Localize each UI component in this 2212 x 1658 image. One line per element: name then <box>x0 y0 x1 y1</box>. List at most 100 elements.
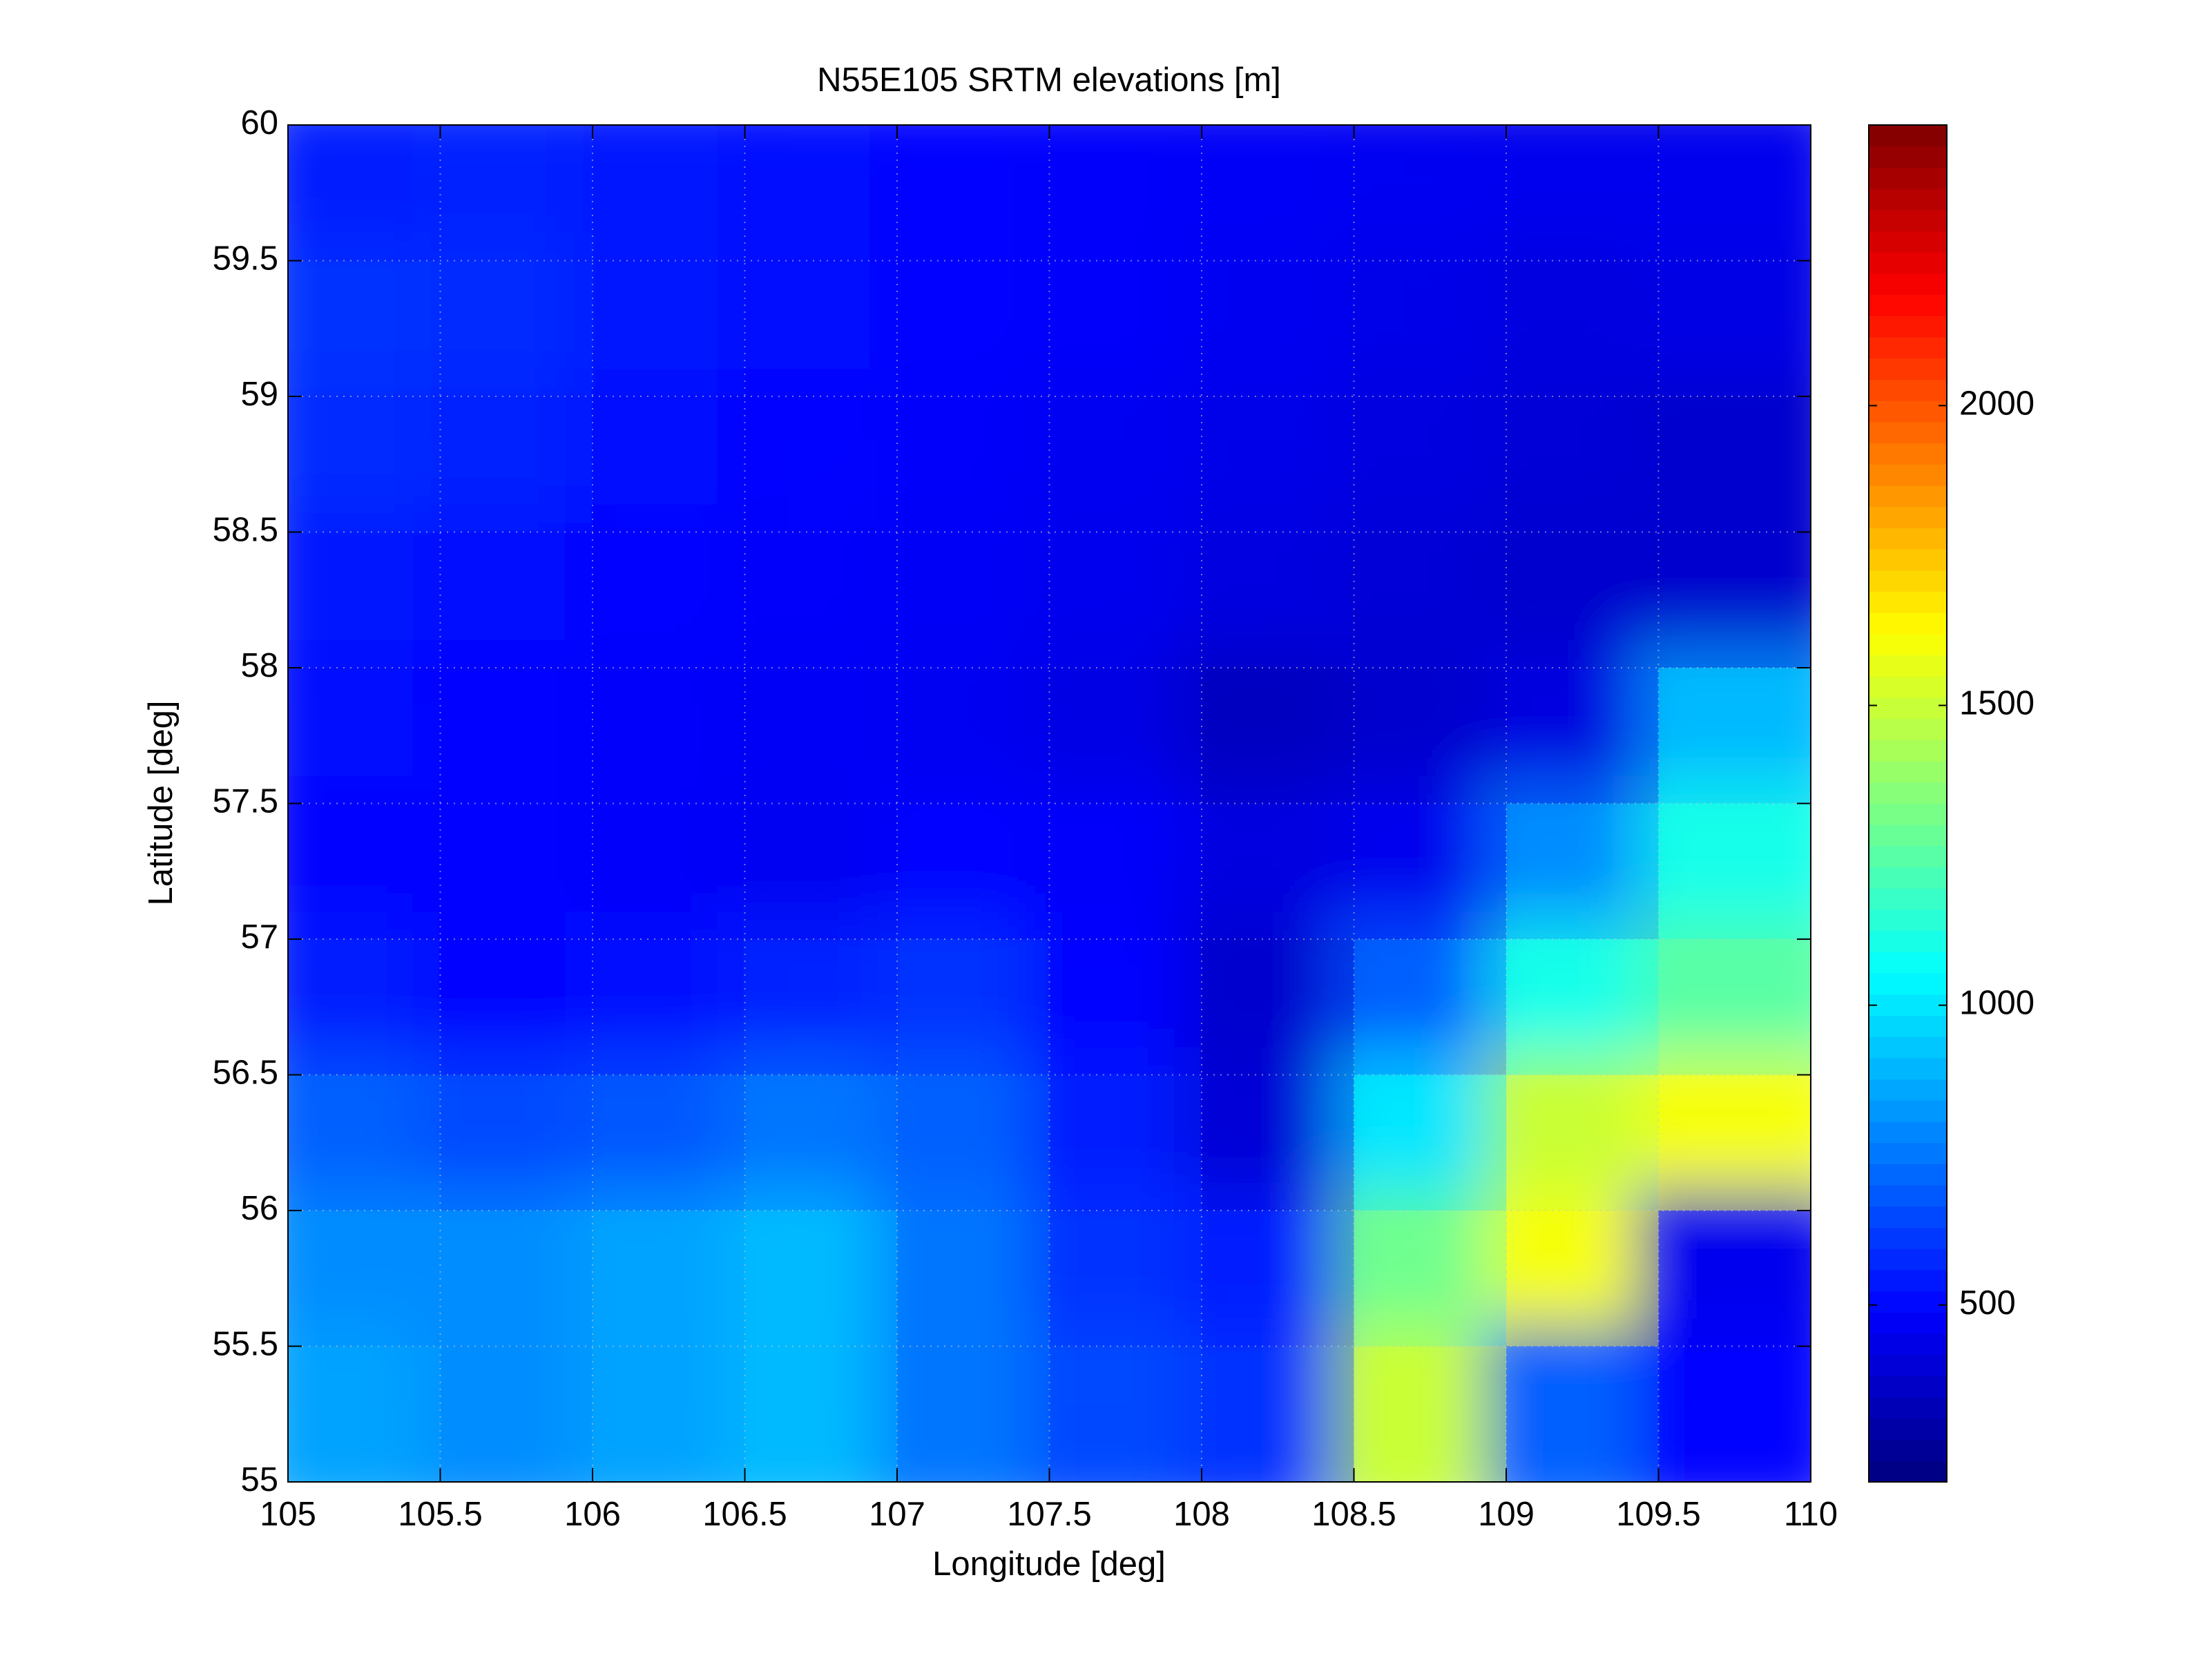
colorbar-step <box>1869 909 1947 932</box>
colorbar-step <box>1869 443 1947 465</box>
axes-overlay <box>287 124 1811 1483</box>
colorbar-step <box>1869 209 1947 232</box>
colorbar-step <box>1869 655 1947 677</box>
heatmap-cell <box>440 396 593 532</box>
x-axis-label: Longitude [deg] <box>932 1545 1166 1583</box>
heatmap-cell <box>1049 396 1202 532</box>
colorbar-step <box>1869 231 1947 253</box>
heatmap-cell <box>288 1346 441 1482</box>
x-tick-label: 108 <box>1173 1496 1230 1533</box>
heatmap-cell <box>1049 1346 1202 1482</box>
heatmap-cell <box>1658 1346 1811 1482</box>
colorbar-step <box>1869 189 1947 211</box>
x-tick-label: 108.5 <box>1311 1496 1396 1533</box>
colorbar-step <box>1869 888 1947 910</box>
colorbar-step <box>1869 1206 1947 1228</box>
heatmap-cell <box>1354 532 1506 668</box>
heatmap-cell <box>1658 668 1811 804</box>
heatmap-cell <box>1354 1211 1506 1347</box>
colorbar-step <box>1869 549 1947 571</box>
heatmap-cell <box>593 1211 745 1347</box>
x-tick-label: 110 <box>1784 1496 1838 1533</box>
heatmap-cell <box>440 803 593 939</box>
heatmap-cell <box>897 260 1050 396</box>
colorbar-step <box>1869 1354 1947 1376</box>
heatmap-cell <box>440 260 593 396</box>
y-tick-label: 56.5 <box>213 1054 278 1091</box>
colorbar-step <box>1869 973 1947 995</box>
heatmap-cell <box>744 1346 897 1482</box>
heatmap-cell <box>744 668 897 804</box>
colorbar-step <box>1869 1057 1947 1080</box>
colorbar-step <box>1869 1142 1947 1164</box>
heatmap-cell <box>1658 532 1811 668</box>
heatmap-cell <box>440 668 593 804</box>
heatmap-cell <box>593 260 745 396</box>
heatmap-cell <box>897 939 1050 1075</box>
heatmap-cell <box>1658 396 1811 532</box>
heatmap-cell <box>288 396 441 532</box>
heatmap-cell <box>440 939 593 1075</box>
heatmap-cell <box>1658 125 1811 261</box>
heatmap-cell <box>1506 939 1659 1075</box>
heatmap-cell <box>288 532 441 668</box>
heatmap-cell <box>1049 260 1202 396</box>
heatmap-cell <box>897 1074 1050 1211</box>
colorbar-step <box>1869 825 1947 847</box>
colorbar-step <box>1869 994 1947 1016</box>
heatmap-cell <box>1354 939 1506 1075</box>
colorbar-step <box>1869 1376 1947 1398</box>
colorbar-step <box>1869 803 1947 825</box>
heatmap-cell <box>744 1074 897 1211</box>
colorbar-step <box>1869 379 1947 401</box>
heatmap-cell <box>744 260 897 396</box>
heatmap-cell <box>1658 1211 1811 1347</box>
heatmap-cell <box>1354 260 1506 396</box>
x-tick-label: 109.5 <box>1616 1496 1701 1533</box>
heatmap-cell <box>593 396 745 532</box>
colorbar-step <box>1869 1397 1947 1419</box>
colorbar-step <box>1869 1439 1947 1461</box>
colorbar-step <box>1869 952 1947 974</box>
heatmap-cell <box>1202 532 1354 668</box>
colorbar-step <box>1869 1333 1947 1356</box>
heatmap-cell <box>744 1211 897 1347</box>
colorbar-step <box>1869 591 1947 613</box>
heatmap-cell <box>1202 1346 1354 1482</box>
heatmap-cell <box>593 803 745 939</box>
colorbar-step <box>1869 1037 1947 1059</box>
heatmap-cell <box>593 125 745 261</box>
colorbar-step <box>1869 1461 1947 1483</box>
heatmap-cell <box>1506 803 1659 939</box>
heatmap-cell <box>1202 668 1354 804</box>
colorbar-step <box>1869 1312 1947 1334</box>
colorbar-step <box>1869 1164 1947 1186</box>
heatmap-cell <box>593 532 745 668</box>
colorbar-step <box>1869 252 1947 274</box>
heatmap-cell <box>897 1211 1050 1347</box>
colorbar-step <box>1869 697 1947 720</box>
heatmap-cell <box>593 939 745 1075</box>
x-tick-label: 106 <box>564 1496 621 1533</box>
colorbar-step <box>1869 1249 1947 1271</box>
heatmap-cell <box>897 668 1050 804</box>
y-tick-label: 56 <box>240 1190 278 1227</box>
heatmap-cell <box>744 939 897 1075</box>
heatmap-cell <box>1354 668 1506 804</box>
colorbar-step <box>1869 1227 1947 1249</box>
heatmap-cell <box>288 668 441 804</box>
x-tick-label: 105 <box>260 1496 316 1533</box>
heatmap-cell <box>744 396 897 532</box>
colorbar-step <box>1869 125 1947 147</box>
heatmap-cell <box>1049 668 1202 804</box>
x-tick-label: 109 <box>1478 1496 1535 1533</box>
heatmap-cell <box>1506 396 1659 532</box>
heatmap-cell <box>1049 803 1202 939</box>
heatmap-blur <box>288 125 1811 1482</box>
heatmap-cell <box>897 396 1050 532</box>
heatmap-cell <box>1202 125 1354 261</box>
heatmap-cell <box>744 532 897 668</box>
heatmap-cell <box>288 939 441 1075</box>
colorbar-step <box>1869 485 1947 508</box>
y-tick-label: 60 <box>240 104 278 142</box>
